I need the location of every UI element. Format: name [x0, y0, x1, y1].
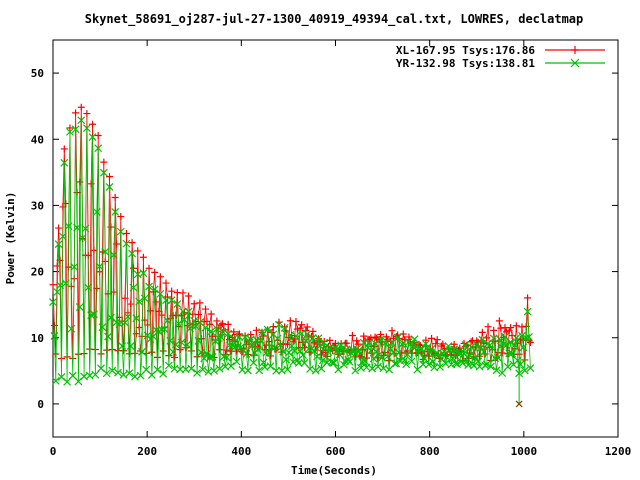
- x-axis-label: Time(Seconds): [291, 464, 377, 477]
- x-tick-label: 1200: [605, 445, 632, 458]
- series-layer: [49, 103, 535, 408]
- y-tick-label: 30: [31, 199, 44, 212]
- x-tick-label: 400: [231, 445, 251, 458]
- legend-label: YR-132.98 Tsys:138.81: [396, 57, 535, 70]
- y-tick-label: 20: [31, 266, 44, 279]
- y-tick-label: 40: [31, 133, 44, 146]
- x-tick-label: 200: [137, 445, 157, 458]
- x-tick-label: 600: [326, 445, 346, 458]
- y-tick-label: 0: [37, 398, 44, 411]
- y-axis-label: Power (Kelvin): [4, 192, 17, 285]
- y-tick-label: 10: [31, 332, 44, 345]
- x-tick-label: 800: [420, 445, 440, 458]
- series-line: [52, 120, 531, 382]
- plot-frame: [52, 39, 619, 438]
- series-yr: [49, 116, 535, 386]
- y-tick-label: 50: [31, 67, 44, 80]
- x-axis-ticks: 0 200 400 600 800 1000 1200: [50, 40, 632, 458]
- legend-label: XL-167.95 Tsys:176.86: [396, 44, 535, 57]
- x-tick-label: 0: [50, 445, 57, 458]
- chart-title: Skynet_58691_oj287-jul-27-1300_40919_493…: [85, 12, 584, 27]
- series-xl: [49, 103, 534, 365]
- x-tick-label: 1000: [511, 445, 538, 458]
- y-axis-ticks: 0 10 20 30 40 50: [31, 67, 618, 411]
- annotation-dip: [515, 350, 523, 408]
